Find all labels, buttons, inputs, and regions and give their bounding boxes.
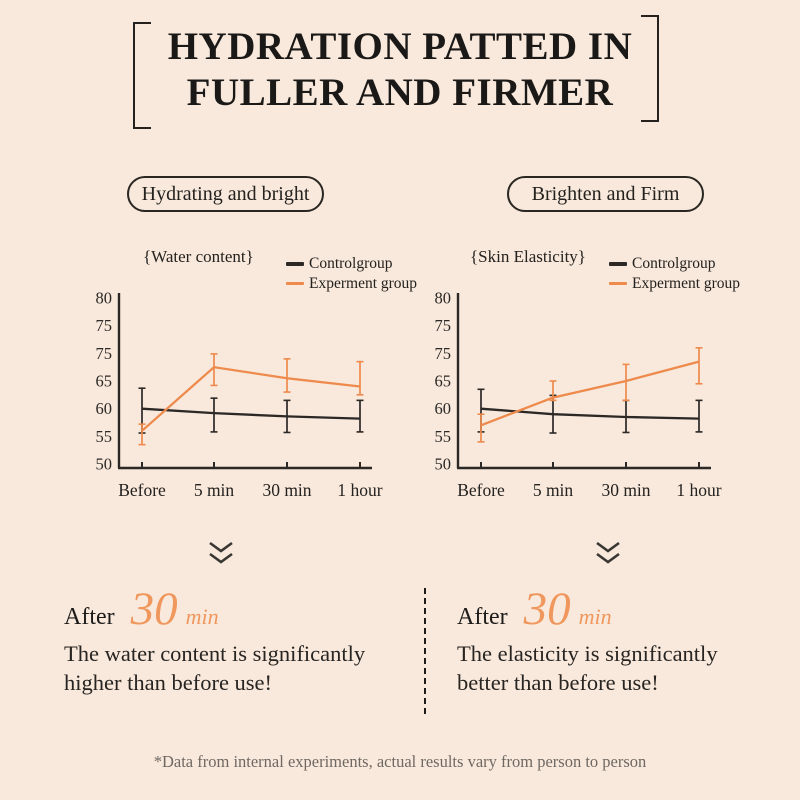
svg-text:60: 60: [435, 399, 452, 418]
svg-text:75: 75: [435, 344, 452, 363]
result-heading: After 30 min: [457, 583, 800, 635]
after-unit: min: [185, 604, 219, 629]
result-description-line1: The water content is significantly: [64, 641, 366, 666]
water-content-line-chart: 80 75 75 65 60 55 50 Before 5 min 30 min 1 hour: [96, 289, 383, 501]
legend-row-control: Controlgroup: [609, 256, 740, 272]
svg-text:50: 50: [435, 455, 452, 474]
double-chevron-down-icon: [209, 541, 233, 564]
badge-hydrating: Hydrating and bright: [127, 176, 324, 212]
result-description: The elasticity is significantly better t…: [457, 640, 800, 697]
experiment-line-swatch: [609, 281, 627, 285]
result-description: The water content is significantly highe…: [64, 640, 419, 697]
double-chevron-down-icon: [596, 541, 620, 564]
result-description-line1: The elasticity is significantly: [457, 641, 718, 666]
svg-text:75: 75: [96, 316, 113, 335]
legend-row-experiment: Experment group: [286, 274, 418, 292]
badge-brighten: Brighten and Firm: [507, 176, 704, 212]
svg-text:75: 75: [96, 344, 113, 363]
svg-text:Before: Before: [457, 480, 505, 500]
result-block-elasticity: After 30 min The elasticity is significa…: [457, 583, 800, 697]
legend-label-control: Controlgroup: [632, 255, 716, 272]
chart-title-skin-elasticity: {Skin Elasticity}: [470, 247, 586, 266]
svg-text:65: 65: [435, 372, 452, 391]
after-label: After: [457, 604, 508, 630]
svg-text:50: 50: [96, 455, 113, 474]
badge-brighten-label: Brighten and Firm: [531, 182, 680, 205]
title-bracket-right-icon: [641, 15, 659, 122]
svg-text:30 min: 30 min: [262, 480, 311, 500]
disclaimer-note: *Data from internal experiments, actual …: [153, 752, 647, 771]
legend-row-experiment: Experment group: [609, 274, 741, 292]
svg-text:1 hour: 1 hour: [337, 480, 382, 500]
svg-text:5 min: 5 min: [194, 480, 235, 500]
chart-title-water-content: {Water content}: [143, 247, 254, 266]
svg-text:80: 80: [435, 289, 452, 308]
legend-label-control: Controlgroup: [309, 255, 393, 272]
legend-label-experiment: Experment group: [632, 274, 741, 292]
svg-text:60: 60: [96, 399, 113, 418]
result-heading: After 30 min: [64, 583, 419, 635]
result-block-water: After 30 min The water content is signif…: [64, 583, 419, 697]
legend-skin-elasticity: Controlgroup Experment group: [609, 256, 740, 291]
page-title-line1: HYDRATION PATTED IN: [167, 25, 633, 68]
after-value: 30: [523, 583, 571, 635]
svg-text:75: 75: [435, 316, 452, 335]
svg-text:1 hour: 1 hour: [676, 480, 721, 500]
after-value: 30: [130, 583, 178, 635]
control-line-swatch: [286, 262, 304, 266]
legend-row-control: Controlgroup: [286, 256, 417, 272]
title-bracket-left-icon: [133, 22, 151, 129]
page-title-line2: FULLER AND FIRMER: [186, 71, 614, 115]
svg-text:55: 55: [435, 427, 452, 446]
page-title: HYDRATION PATTED IN FULLER AND FIRMER: [0, 24, 800, 116]
legend-water-content: Controlgroup Experment group: [286, 256, 417, 291]
svg-text:65: 65: [96, 372, 113, 391]
svg-text:80: 80: [96, 289, 113, 308]
svg-text:Before: Before: [118, 480, 166, 500]
experiment-line-swatch: [286, 281, 304, 285]
after-label: After: [64, 604, 115, 630]
control-line-swatch: [609, 262, 627, 266]
result-description-line2: better than before use!: [457, 669, 659, 695]
skin-elasticity-line-chart: 80 75 75 65 60 55 50 Before 5 min 30 min 1 hour: [435, 289, 722, 501]
svg-text:5 min: 5 min: [533, 480, 574, 500]
dashed-vertical-divider: [424, 588, 426, 714]
badge-hydrating-label: Hydrating and bright: [141, 182, 310, 205]
legend-label-experiment: Experment group: [309, 274, 418, 292]
after-unit: min: [578, 604, 612, 629]
svg-text:55: 55: [96, 427, 113, 446]
svg-text:30 min: 30 min: [601, 480, 650, 500]
result-description-line2: higher than before use!: [64, 669, 273, 695]
